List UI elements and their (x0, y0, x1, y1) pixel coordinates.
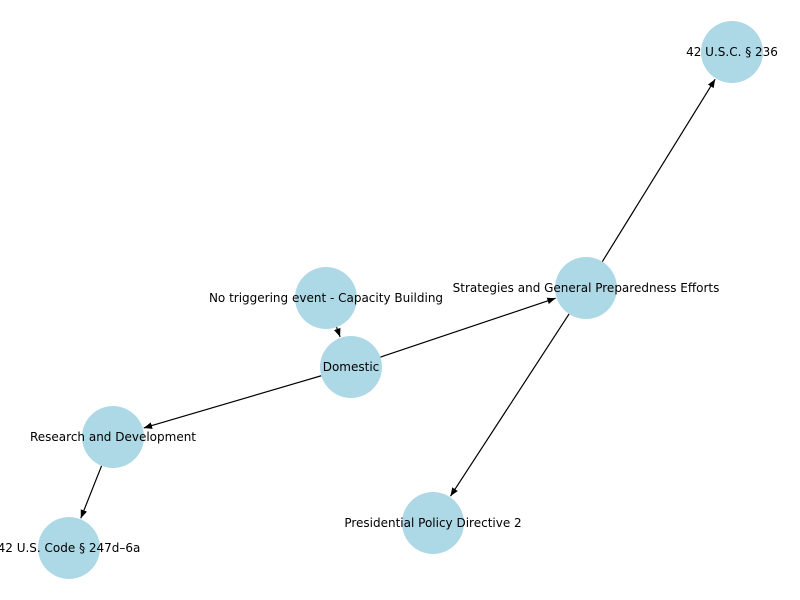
graph-node: Presidential Policy Directive 2 (344, 492, 522, 554)
node-circle (320, 336, 382, 398)
node-circle (295, 267, 357, 329)
node-circle (701, 21, 763, 83)
edge-n4-to-n5 (143, 375, 322, 429)
node-label: Strategies and General Preparedness Effo… (453, 281, 720, 295)
graph-node: 42 U.S. Code § 247d–6a (0, 517, 140, 579)
edge-n2-to-n1 (601, 78, 716, 262)
edge-n3-to-n4 (334, 326, 341, 338)
node-label: 42 U.S. Code § 247d–6a (0, 541, 140, 555)
node-circle (38, 517, 100, 579)
node-circle (82, 406, 144, 468)
graph-node: Strategies and General Preparedness Effo… (453, 257, 720, 319)
node-circle (555, 257, 617, 319)
nodes-layer: 42 U.S.C. § 236 Strategies and General Pr… (0, 21, 778, 579)
node-label: No triggering event - Capacity Building (209, 291, 443, 305)
graph-node: No triggering event - Capacity Building (209, 267, 443, 329)
node-label: Presidential Policy Directive 2 (344, 516, 521, 530)
edge-n5-to-n6 (80, 465, 103, 519)
node-label: Domestic (323, 360, 380, 374)
node-label: 42 U.S.C. § 236 (686, 45, 778, 59)
graph-node: 42 U.S.C. § 236 (686, 21, 778, 83)
edges-layer (80, 78, 716, 519)
node-circle (402, 492, 464, 554)
graph-node: Research and Development (30, 406, 196, 468)
node-label: Research and Development (30, 430, 196, 444)
edge-n2-to-n7 (449, 313, 570, 497)
graph-node: Domestic (320, 336, 382, 398)
edge-n4-to-n2 (380, 297, 556, 358)
